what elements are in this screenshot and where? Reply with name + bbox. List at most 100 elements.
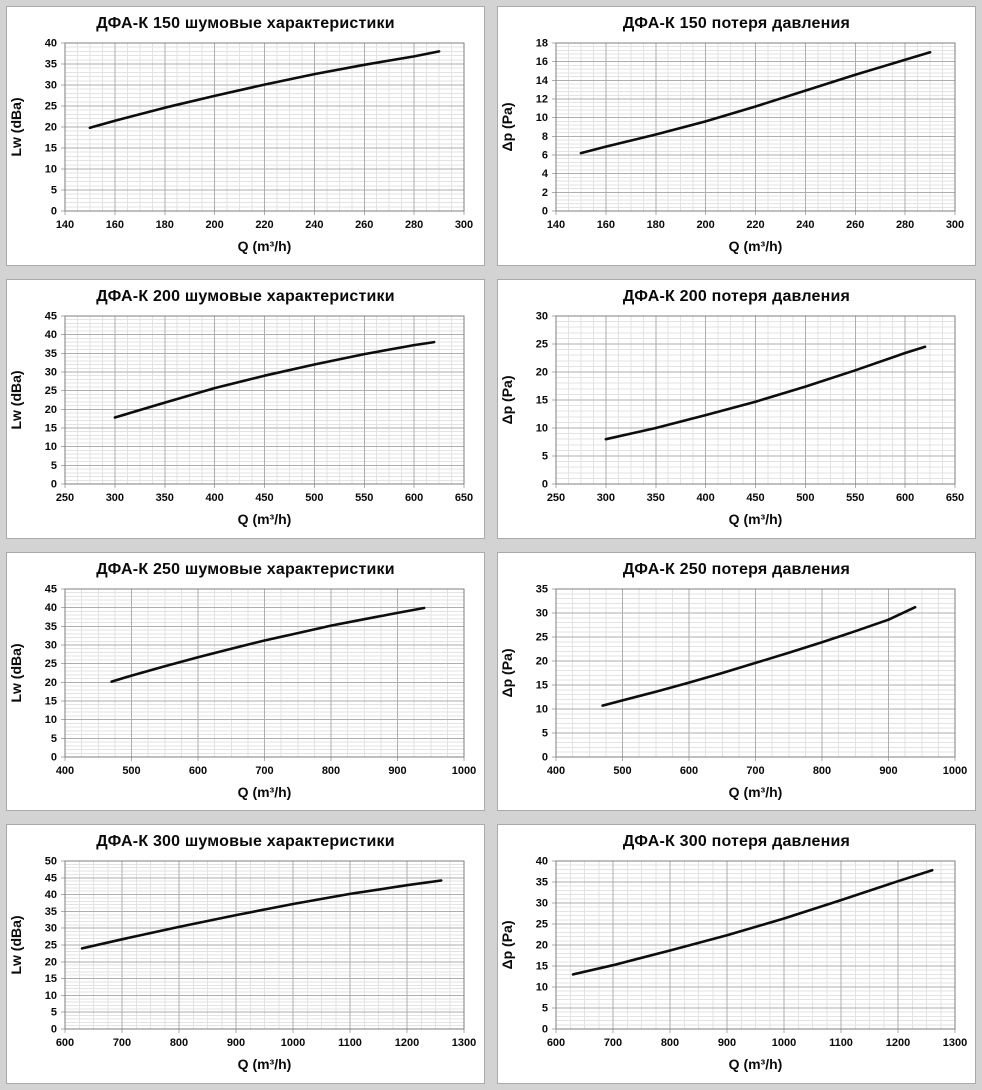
- svg-text:35: 35: [45, 59, 57, 71]
- data-curve: [113, 340, 436, 419]
- svg-text:20: 20: [45, 122, 57, 134]
- chart-panel-2: ДФА-К 150 потеря давления 140 160 180 200 220…: [497, 6, 976, 266]
- svg-text:600: 600: [680, 765, 698, 777]
- x-axis-label: Q (m³/h): [238, 238, 292, 254]
- svg-text:700: 700: [604, 1037, 622, 1049]
- svg-text:1300: 1300: [452, 1037, 476, 1049]
- svg-text:220: 220: [746, 219, 764, 231]
- svg-text:10: 10: [45, 164, 57, 176]
- svg-text:700: 700: [746, 765, 764, 777]
- chart-panel-4: ДФА-К 200 потеря давления 250 300 350 400 450…: [497, 278, 976, 539]
- chart-canvas: 140 160 180 200 220 240 260 280 300 0 2 4 6 8 10 12 14 16…: [499, 38, 964, 255]
- svg-text:280: 280: [896, 219, 914, 231]
- svg-text:5: 5: [51, 185, 57, 197]
- svg-text:30: 30: [536, 607, 548, 619]
- svg-text:25: 25: [536, 919, 548, 931]
- svg-text:20: 20: [45, 957, 57, 969]
- data-curve: [80, 879, 443, 950]
- y-axis-label: Lw (dBa): [8, 916, 24, 975]
- svg-text:15: 15: [45, 973, 57, 985]
- svg-text:300: 300: [946, 219, 964, 231]
- svg-text:0: 0: [542, 751, 548, 763]
- svg-text:180: 180: [156, 219, 174, 231]
- svg-text:0: 0: [51, 1024, 57, 1036]
- chart-panel-3: ДФА-К 200 шумовые характеристики 250 300 35…: [6, 278, 485, 539]
- chart-canvas: 400 500 600 700 800 900 1000 0 5 10 15 20 25 30 35 Q (m…: [499, 583, 967, 800]
- svg-text:40: 40: [45, 329, 57, 341]
- svg-text:650: 650: [455, 492, 473, 504]
- chart-title: ДФА-К 300 шумовые характеристики: [96, 833, 395, 851]
- data-curve: [110, 606, 426, 683]
- svg-text:35: 35: [536, 877, 548, 889]
- svg-text:400: 400: [205, 492, 223, 504]
- svg-text:160: 160: [597, 219, 615, 231]
- chart-panel-6: ДФА-К 250 потеря давления 400 500 600 700 800…: [497, 551, 976, 812]
- svg-text:0: 0: [51, 478, 57, 490]
- svg-text:1100: 1100: [338, 1037, 362, 1049]
- svg-text:15: 15: [45, 695, 57, 707]
- svg-text:10: 10: [45, 990, 57, 1002]
- svg-text:400: 400: [56, 765, 74, 777]
- svg-text:10: 10: [45, 441, 57, 453]
- svg-text:30: 30: [536, 898, 548, 910]
- svg-text:200: 200: [696, 219, 714, 231]
- svg-text:0: 0: [542, 478, 548, 490]
- svg-text:40: 40: [45, 889, 57, 901]
- x-axis-label: Q (m³/h): [238, 511, 292, 527]
- data-curve: [579, 50, 932, 155]
- svg-text:5: 5: [51, 732, 57, 744]
- y-axis-label: Δp (Pa): [499, 921, 515, 970]
- tick-labels: 140 160 180 200 220 240 260 280 300 0 2 4 6 8 10 12 14 16…: [536, 38, 964, 232]
- tick-labels: 400 500 600 700 800 900 1000 0 5 10 15 20 25 30 35: [536, 583, 967, 777]
- chart-title: ДФА-К 150 шумовые характеристики: [96, 15, 395, 32]
- svg-text:450: 450: [255, 492, 273, 504]
- svg-text:25: 25: [536, 338, 548, 350]
- y-axis-label: Lw (dBa): [8, 97, 24, 156]
- svg-text:1200: 1200: [395, 1037, 419, 1049]
- tick-labels: 250 300 350 400 450 500 550 600 650 0 5 10 15 20 25 30: [536, 310, 964, 504]
- svg-text:1200: 1200: [886, 1037, 910, 1049]
- svg-text:300: 300: [597, 492, 615, 504]
- svg-text:25: 25: [536, 631, 548, 643]
- svg-text:45: 45: [45, 873, 57, 885]
- chart-title: ДФА-К 200 шумовые характеристики: [96, 287, 395, 305]
- svg-text:1000: 1000: [452, 765, 476, 777]
- x-axis-label: Q (m³/h): [729, 784, 783, 800]
- svg-text:260: 260: [846, 219, 864, 231]
- svg-text:20: 20: [536, 366, 548, 378]
- chart-panel-1: ДФА-К 150 шумовые характеристики 140 160 18…: [6, 6, 485, 266]
- svg-text:900: 900: [388, 765, 406, 777]
- svg-text:45: 45: [45, 583, 57, 595]
- y-axis-label: Lw (dBa): [8, 643, 24, 702]
- svg-text:300: 300: [106, 492, 124, 504]
- tick-labels: 400 500 600 700 800 900 1000 0 5 10 15 20 25 30 35 40 45: [45, 583, 476, 777]
- svg-text:10: 10: [45, 714, 57, 726]
- chart-canvas: 250 300 350 400 450 500 550 600 650 0 5 10 15 20 25 30 3…: [8, 310, 473, 527]
- svg-text:1100: 1100: [829, 1037, 853, 1049]
- svg-text:900: 900: [227, 1037, 245, 1049]
- svg-text:40: 40: [45, 38, 57, 50]
- tick-labels: 140 160 180 200 220 240 260 280 300 0 5 10 15 20 25 30 3…: [45, 38, 473, 232]
- svg-text:140: 140: [56, 219, 74, 231]
- svg-text:160: 160: [106, 219, 124, 231]
- svg-text:40: 40: [536, 856, 548, 868]
- svg-text:800: 800: [170, 1037, 188, 1049]
- svg-text:8: 8: [542, 131, 548, 143]
- chart-title: ДФА-К 200 потеря давления: [622, 287, 851, 305]
- chart-canvas: 140 160 180 200 220 240 260 280 300 0 5 10 15 20 25 30 3…: [8, 38, 473, 255]
- svg-text:15: 15: [45, 143, 57, 155]
- svg-text:200: 200: [205, 219, 223, 231]
- svg-text:700: 700: [113, 1037, 131, 1049]
- svg-text:5: 5: [542, 450, 548, 462]
- svg-text:35: 35: [45, 906, 57, 918]
- svg-text:25: 25: [45, 658, 57, 670]
- chart-panel-5: ДФА-К 250 шумовые характеристики 400 500 60…: [6, 551, 485, 812]
- svg-text:40: 40: [45, 602, 57, 614]
- svg-text:1000: 1000: [772, 1037, 796, 1049]
- svg-text:450: 450: [746, 492, 764, 504]
- svg-text:35: 35: [45, 348, 57, 360]
- svg-text:15: 15: [536, 679, 548, 691]
- svg-text:400: 400: [547, 765, 565, 777]
- y-axis-label: Δp (Pa): [499, 103, 515, 152]
